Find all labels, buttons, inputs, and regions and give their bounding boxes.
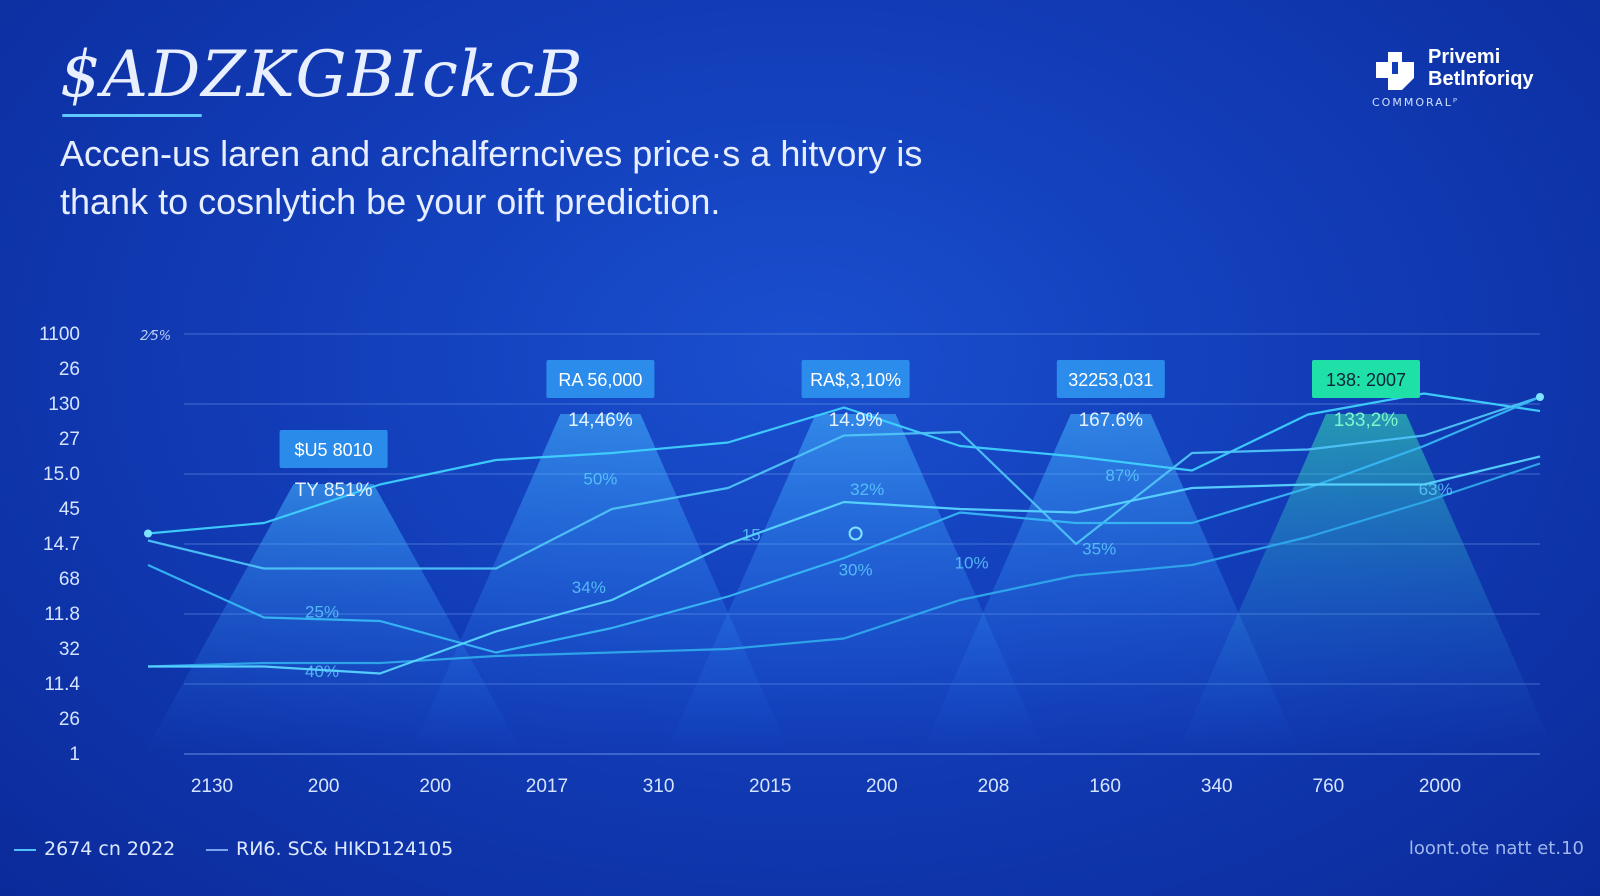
y-tick-label: 15.0 bbox=[43, 464, 80, 485]
callout-box bbox=[1056, 360, 1165, 398]
callout-value: RA$,3,10% bbox=[810, 370, 901, 390]
series-line bbox=[147, 462, 1541, 668]
y-tick-label: 11.8 bbox=[44, 604, 80, 625]
callout-value: RA 56,000 bbox=[558, 370, 642, 390]
callout-percent: 133,2% bbox=[1334, 410, 1399, 431]
x-tick-label: 310 bbox=[643, 776, 675, 797]
series-line bbox=[147, 395, 1541, 570]
x-tick-label: 340 bbox=[1201, 776, 1233, 797]
series-line bbox=[147, 395, 1541, 654]
brand-name-line-2: Betlnforiqy bbox=[1428, 68, 1534, 90]
y-tick-label: 27 bbox=[59, 429, 80, 450]
line-chart: 1100 26 130 27 15.0 45 14.7 68 11.8 32 11.4 26 1 2⁄5%… bbox=[39, 324, 1556, 797]
legend-item-2: RИ6. SC& HIKD124105 bbox=[206, 838, 453, 860]
callout-box bbox=[279, 430, 388, 468]
x-tick-label: 208 bbox=[978, 776, 1010, 797]
y-tick-label: 1 bbox=[69, 744, 80, 765]
annotation-label: 30% bbox=[839, 561, 873, 580]
brand-mark-icon bbox=[1376, 52, 1414, 90]
series-line bbox=[148, 455, 1541, 675]
callout-value: $U5 8010 bbox=[295, 440, 373, 460]
x-tick-label: 200 bbox=[866, 776, 898, 797]
y-tick-label: 11.4 bbox=[44, 674, 80, 695]
chart-title: $ADZKGBIckcB bbox=[60, 38, 584, 112]
data-point bbox=[1536, 393, 1544, 401]
legend-swatch-2 bbox=[206, 848, 228, 851]
callout-box bbox=[801, 360, 910, 398]
y-tick-label: 130 bbox=[48, 394, 80, 415]
data-point bbox=[848, 526, 863, 541]
callout-value: 32253,031 bbox=[1068, 370, 1153, 390]
footnote: loont.ote natt et.10 bbox=[1408, 838, 1584, 859]
callout-percent: 14.9% bbox=[829, 410, 883, 431]
callout-percent: TY 851% bbox=[295, 480, 373, 501]
callout: 138: 2007 133,2% bbox=[1312, 360, 1420, 431]
callout-box bbox=[1312, 360, 1420, 398]
annotation-label: 87% bbox=[1105, 466, 1139, 485]
x-tick-label: 2130 bbox=[191, 776, 233, 797]
y-tick-label: 45 bbox=[59, 499, 80, 520]
legend-swatch-1 bbox=[14, 848, 36, 851]
legend-item-1: 2674 cn 2022 bbox=[14, 838, 175, 860]
annotation-label: 25% bbox=[305, 603, 339, 622]
legend-label-1: 2674 cn 2022 bbox=[44, 838, 176, 860]
x-tick-label: 760 bbox=[1313, 776, 1345, 797]
corner-label: 2⁄5% bbox=[140, 329, 171, 344]
annotation-label: 50% bbox=[583, 470, 617, 489]
callout: RA 56,000 14,46% bbox=[546, 360, 655, 431]
chart-subtitle: Accen-us laren and archalferncives price… bbox=[60, 130, 1060, 226]
annotation-label: 35% bbox=[1082, 540, 1116, 559]
callout-percent: 14,46% bbox=[568, 410, 633, 431]
series-line bbox=[147, 392, 1541, 535]
x-tick-label: 200 bbox=[419, 776, 451, 797]
x-tick-label: 160 bbox=[1089, 776, 1121, 797]
brand-name: Privemi Betlnforiqy bbox=[1428, 46, 1568, 90]
callout: 32253,031 167.6% bbox=[1056, 360, 1165, 431]
brand-name-line-1: Privemi bbox=[1428, 46, 1501, 68]
x-tick-label: 2000 bbox=[1419, 776, 1461, 797]
brand-logo: Privemi Betlnforiqy COMMORALᴾ bbox=[1372, 44, 1562, 114]
annotation-label: 10% bbox=[955, 554, 989, 573]
x-tick-label: 200 bbox=[308, 776, 340, 797]
data-point bbox=[144, 529, 152, 538]
y-tick-label: 32 bbox=[59, 639, 80, 660]
subtitle-line-2: thank to cosnlytich be your oift predict… bbox=[60, 181, 721, 222]
title-underline bbox=[62, 114, 202, 117]
legend-label-2: RИ6. SC& HIKD124105 bbox=[236, 838, 454, 860]
brand-subtitle: COMMORALᴾ bbox=[1372, 96, 1460, 109]
glow-cone bbox=[410, 414, 791, 754]
glow-cone bbox=[920, 414, 1301, 754]
callout-box bbox=[546, 360, 655, 398]
y-tick-label: 14.7 bbox=[43, 534, 80, 555]
annotation-label: 15 bbox=[742, 526, 761, 545]
y-tick-label: 1100 bbox=[39, 324, 80, 345]
callout: RA$,3,10% 14.9% bbox=[801, 360, 910, 431]
y-tick-label: 68 bbox=[59, 569, 80, 590]
annotation-label: 63% bbox=[1419, 480, 1453, 499]
annotation-label: 32% bbox=[850, 480, 884, 499]
x-tick-label: 2015 bbox=[749, 776, 791, 797]
x-tick-label: 2017 bbox=[526, 776, 568, 797]
glow-cone bbox=[1176, 414, 1556, 754]
y-tick-label: 26 bbox=[59, 709, 80, 730]
y-tick-label: 26 bbox=[59, 359, 80, 380]
subtitle-line-1: Accen-us laren and archalferncives price… bbox=[60, 133, 923, 174]
glow-cone bbox=[665, 414, 1046, 754]
annotation-label: 34% bbox=[572, 578, 606, 597]
callout: $U5 8010 TY 851% bbox=[279, 430, 388, 501]
callout-percent: 167.6% bbox=[1079, 410, 1144, 431]
annotation-label: 40% bbox=[305, 662, 339, 681]
callout-value: 138: 2007 bbox=[1326, 370, 1406, 390]
